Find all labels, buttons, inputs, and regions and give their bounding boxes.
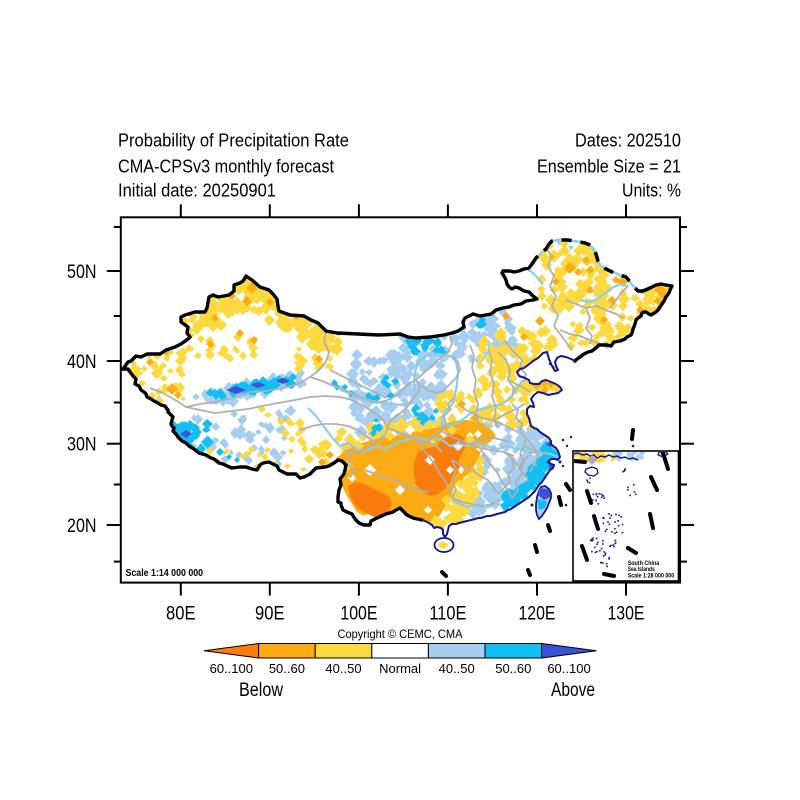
svg-text:Initial date: 20250901: Initial date: 20250901 bbox=[118, 181, 276, 201]
svg-text:40..50: 40..50 bbox=[439, 661, 475, 676]
svg-text:South China: South China bbox=[628, 560, 660, 567]
svg-text:Normal: Normal bbox=[379, 661, 421, 676]
svg-text:40..50: 40..50 bbox=[325, 661, 361, 676]
svg-text:Units: %: Units: % bbox=[622, 181, 681, 201]
svg-text:50N: 50N bbox=[67, 262, 97, 283]
svg-text:110E: 110E bbox=[429, 604, 466, 625]
svg-text:30N: 30N bbox=[67, 435, 97, 456]
svg-text:50..60: 50..60 bbox=[269, 661, 305, 676]
svg-text:100E: 100E bbox=[340, 604, 377, 625]
svg-text:40N: 40N bbox=[67, 352, 97, 373]
svg-text:Above: Above bbox=[551, 680, 595, 701]
svg-text:Copyright © CEMC, CMA: Copyright © CEMC, CMA bbox=[338, 627, 463, 641]
svg-text:60..100: 60..100 bbox=[547, 661, 590, 676]
svg-text:CMA-CPSv3 monthly forecast: CMA-CPSv3 monthly forecast bbox=[118, 157, 334, 177]
svg-text:20N: 20N bbox=[67, 516, 97, 537]
svg-text:Dates: 202510: Dates: 202510 bbox=[575, 131, 681, 151]
svg-text:Sea Islands: Sea Islands bbox=[628, 566, 655, 573]
svg-text:Probability of Precipitation R: Probability of Precipitation Rate bbox=[118, 131, 349, 151]
svg-text:Scale 1:28 000 000: Scale 1:28 000 000 bbox=[628, 572, 675, 579]
svg-text:60..100: 60..100 bbox=[210, 661, 253, 676]
svg-text:Scale 1:14 000 000: Scale 1:14 000 000 bbox=[126, 568, 204, 579]
svg-text:50..60: 50..60 bbox=[495, 661, 531, 676]
svg-text:Ensemble Size = 21: Ensemble Size = 21 bbox=[537, 157, 681, 177]
svg-text:80E: 80E bbox=[166, 604, 196, 625]
svg-text:Below: Below bbox=[239, 680, 283, 701]
svg-text:130E: 130E bbox=[608, 604, 645, 625]
svg-text:120E: 120E bbox=[519, 604, 556, 625]
svg-text:90E: 90E bbox=[255, 604, 285, 625]
